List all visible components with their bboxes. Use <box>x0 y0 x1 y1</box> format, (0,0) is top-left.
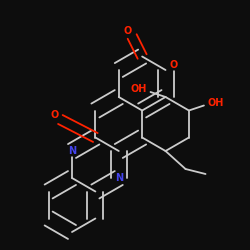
Text: O: O <box>50 110 58 120</box>
Text: O: O <box>170 60 178 70</box>
Text: OH: OH <box>208 98 224 108</box>
Text: N: N <box>68 146 76 156</box>
Text: OH: OH <box>130 84 147 94</box>
Text: N: N <box>115 173 123 183</box>
Text: O: O <box>123 26 131 36</box>
